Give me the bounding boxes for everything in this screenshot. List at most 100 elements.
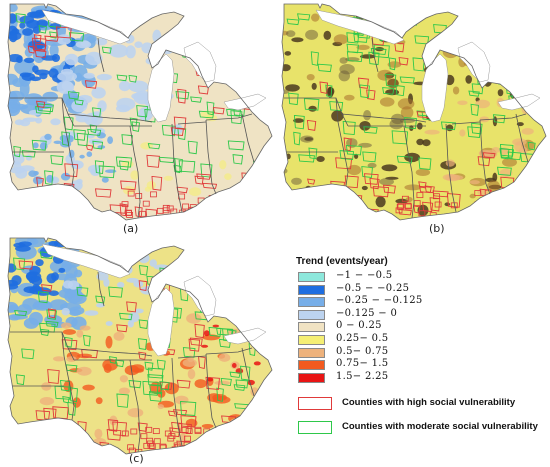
high-vulnerability-county bbox=[254, 198, 264, 213]
moderate-vulnerability-county bbox=[216, 387, 224, 402]
moderate-vulnerability-county bbox=[223, 271, 238, 285]
trend-patch bbox=[32, 65, 39, 73]
trend-patch bbox=[95, 397, 103, 405]
moderate-vulnerability-county bbox=[108, 286, 123, 298]
high-vulnerability-county bbox=[499, 207, 507, 214]
moderate-vulnerability-county bbox=[346, 51, 363, 63]
trend-patch bbox=[119, 375, 128, 383]
trend-patch bbox=[25, 154, 33, 161]
trend-patch bbox=[145, 57, 158, 65]
moderate-vulnerability-county bbox=[317, 63, 332, 73]
trend-patch bbox=[515, 10, 525, 15]
trend-patch bbox=[232, 363, 237, 368]
high-vulnerability-county bbox=[369, 177, 380, 190]
trend-patch bbox=[500, 15, 510, 21]
moderate-vulnerability-county bbox=[404, 117, 417, 130]
moderate-vulnerability-county bbox=[399, 76, 415, 84]
high-vulnerability-county bbox=[68, 444, 77, 454]
high-vulnerability-county bbox=[517, 210, 525, 216]
high-vulnerability-county bbox=[405, 203, 412, 210]
lake-erie bbox=[223, 327, 267, 345]
high-vulnerability-county bbox=[215, 434, 223, 440]
trend-patch bbox=[497, 89, 504, 97]
trend-patch bbox=[10, 167, 25, 174]
high-vulnerability-county bbox=[494, 52, 508, 66]
high-vulnerability-county bbox=[424, 185, 435, 194]
trend-patch bbox=[71, 99, 88, 113]
legend-range-label: −0.5 − −0.25 bbox=[336, 282, 410, 294]
high-vulnerability-county bbox=[455, 21, 468, 33]
high-vulnerability-county bbox=[142, 200, 150, 207]
high-vulnerability-county bbox=[254, 447, 262, 454]
high-vulnerability-county bbox=[307, 178, 316, 185]
trend-patch bbox=[238, 419, 247, 425]
region-outline bbox=[7, 3, 273, 221]
moderate-vulnerability-county bbox=[35, 106, 52, 115]
high-vulnerability-county bbox=[484, 215, 492, 220]
trend-patch bbox=[116, 104, 131, 113]
high-vulnerability-county bbox=[182, 203, 190, 210]
moderate-vulnerability-county bbox=[62, 396, 70, 404]
state-border bbox=[241, 347, 255, 397]
trend-patch bbox=[84, 310, 99, 316]
legend-swatch bbox=[298, 284, 325, 295]
moderate-vulnerability-county bbox=[467, 126, 481, 138]
moderate-vulnerability-county bbox=[45, 320, 59, 328]
moderate-vulnerability-county bbox=[243, 39, 257, 48]
high-vulnerability-county bbox=[255, 442, 263, 449]
trend-patch bbox=[49, 23, 62, 30]
high-vulnerability-county bbox=[85, 144, 94, 151]
high-vulnerability-county bbox=[205, 376, 220, 390]
high-vulnerability-county bbox=[181, 426, 189, 433]
high-vulnerability-county bbox=[138, 351, 147, 360]
moderate-vulnerability-county bbox=[121, 134, 133, 146]
high-vulnerability-county bbox=[12, 442, 25, 454]
trend-patch bbox=[282, 64, 291, 72]
trend-patch bbox=[415, 4, 427, 13]
high-vulnerability-county bbox=[482, 210, 490, 217]
trend-patch bbox=[379, 178, 394, 186]
moderate-vulnerability-county bbox=[521, 74, 535, 89]
trend-patch bbox=[387, 78, 399, 89]
legend-high-vulnerability: Counties with high social vulnerability bbox=[294, 394, 544, 416]
panel-label-c: (c) bbox=[129, 452, 144, 465]
high-vulnerability-county bbox=[170, 127, 184, 136]
trend-patch bbox=[244, 184, 254, 189]
trend-patch bbox=[22, 28, 34, 36]
trend-patch bbox=[422, 139, 431, 147]
state-border bbox=[129, 359, 141, 453]
trend-patch bbox=[444, 202, 451, 207]
state-border bbox=[97, 271, 105, 307]
high-vulnerability-county bbox=[152, 428, 160, 435]
trend-patch bbox=[405, 196, 413, 203]
high-vulnerability-county bbox=[354, 211, 366, 220]
trend-patch bbox=[39, 142, 48, 150]
high-vulnerability-county bbox=[56, 202, 70, 211]
high-vulnerability-county bbox=[200, 438, 208, 445]
high-vulnerability-county bbox=[489, 209, 497, 215]
trend-patch bbox=[88, 164, 102, 174]
trend-patch bbox=[141, 42, 153, 54]
high-vulnerability-county bbox=[513, 204, 520, 210]
trend-patch bbox=[34, 69, 50, 76]
high-vulnerability-county bbox=[64, 163, 79, 178]
high-vulnerability-county bbox=[188, 338, 201, 352]
moderate-vulnerability-county bbox=[180, 401, 197, 416]
high-vulnerability-county bbox=[492, 211, 500, 217]
moderate-vulnerability-county bbox=[181, 23, 196, 36]
trend-patch bbox=[11, 275, 22, 286]
trend-patch bbox=[185, 418, 198, 428]
moderate-vulnerability-county bbox=[174, 158, 183, 173]
high-vulnerability-county bbox=[498, 203, 506, 210]
high-vulnerability-county bbox=[162, 207, 170, 214]
high-vulnerability-county bbox=[146, 154, 160, 168]
high-vulnerability-county bbox=[222, 202, 230, 209]
high-vulnerability-county bbox=[398, 57, 409, 66]
trend-patch bbox=[248, 421, 257, 432]
trend-patch bbox=[33, 171, 39, 176]
trend-patch bbox=[194, 379, 207, 389]
high-vulnerability-county bbox=[94, 188, 112, 198]
trend-patch bbox=[53, 140, 63, 144]
trend-patch bbox=[293, 118, 304, 123]
trend-patch bbox=[218, 353, 231, 362]
